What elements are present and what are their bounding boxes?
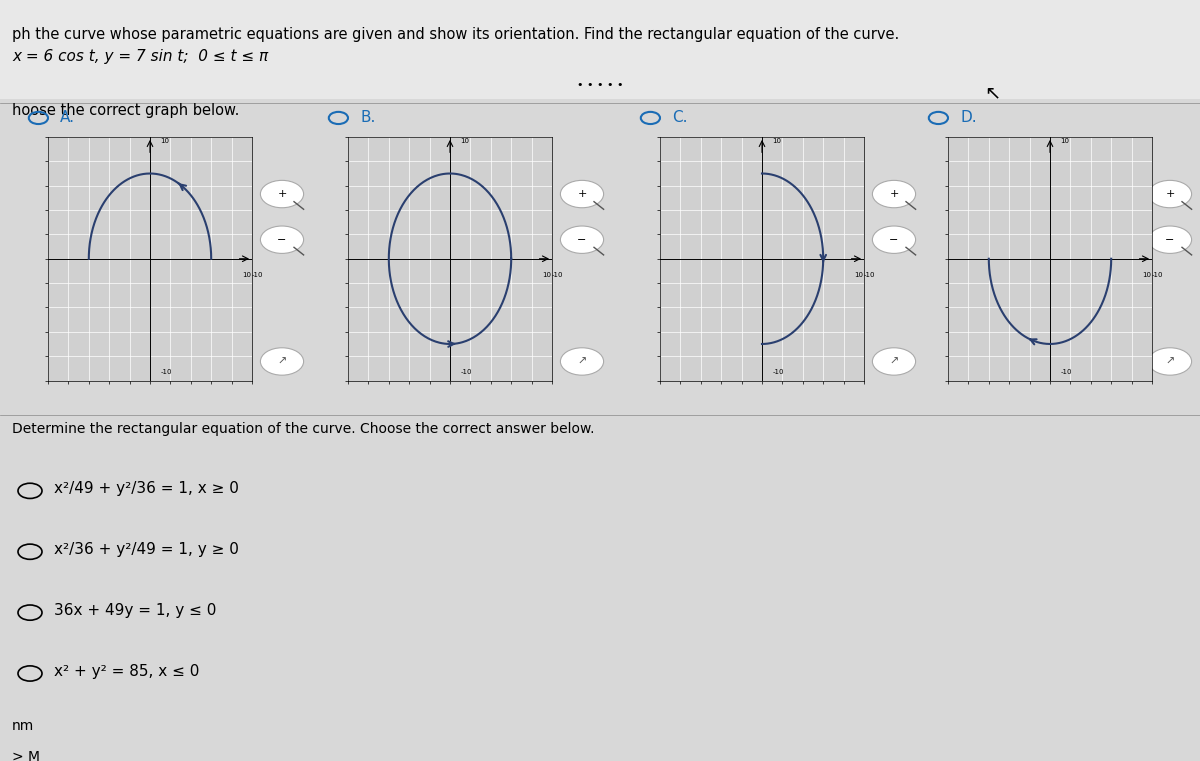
Text: C.: C. — [672, 110, 688, 126]
Text: ↗: ↗ — [577, 356, 587, 367]
Circle shape — [560, 180, 604, 208]
Text: x² + y² = 85, x ≤ 0: x² + y² = 85, x ≤ 0 — [54, 664, 199, 679]
Circle shape — [1148, 180, 1192, 208]
Circle shape — [1148, 348, 1192, 375]
Circle shape — [872, 226, 916, 253]
Circle shape — [560, 348, 604, 375]
Text: 10: 10 — [461, 138, 469, 144]
Text: 10: 10 — [1142, 272, 1152, 278]
Text: ↗: ↗ — [277, 356, 287, 367]
Text: x = 6 cos t, y = 7 sin t;  0 ≤ t ≤ π: x = 6 cos t, y = 7 sin t; 0 ≤ t ≤ π — [12, 49, 268, 65]
Text: D.: D. — [960, 110, 977, 126]
Text: -10: -10 — [161, 369, 172, 375]
Text: ↗: ↗ — [889, 356, 899, 367]
Text: −: − — [889, 234, 899, 245]
Text: -10: -10 — [551, 272, 563, 278]
Text: ↖: ↖ — [984, 84, 1001, 103]
Text: 10: 10 — [854, 272, 864, 278]
Text: +: + — [1165, 189, 1175, 199]
Text: ↗: ↗ — [1165, 356, 1175, 367]
Circle shape — [260, 348, 304, 375]
Circle shape — [260, 226, 304, 253]
Circle shape — [260, 180, 304, 208]
Text: -10: -10 — [461, 369, 472, 375]
Text: hoose the correct graph below.: hoose the correct graph below. — [12, 103, 239, 118]
Text: ph the curve whose parametric equations are given and show its orientation. Find: ph the curve whose parametric equations … — [12, 27, 899, 42]
Text: 10: 10 — [1061, 138, 1069, 144]
Text: -10: -10 — [863, 272, 875, 278]
Text: -10: -10 — [1151, 272, 1163, 278]
Text: 10: 10 — [773, 138, 781, 144]
Text: -10: -10 — [773, 369, 784, 375]
Circle shape — [1148, 226, 1192, 253]
Text: +: + — [889, 189, 899, 199]
Circle shape — [560, 226, 604, 253]
Text: 10: 10 — [242, 272, 252, 278]
Circle shape — [872, 180, 916, 208]
Text: > M: > M — [12, 750, 40, 761]
Circle shape — [872, 348, 916, 375]
Text: x²/49 + y²/36 = 1, x ≥ 0: x²/49 + y²/36 = 1, x ≥ 0 — [54, 481, 239, 496]
Text: nm: nm — [12, 719, 35, 733]
Text: -10: -10 — [1061, 369, 1072, 375]
Text: +: + — [577, 189, 587, 199]
Text: +: + — [277, 189, 287, 199]
Text: A.: A. — [60, 110, 74, 126]
Text: • • • • •: • • • • • — [577, 80, 623, 90]
Text: B.: B. — [360, 110, 376, 126]
FancyBboxPatch shape — [0, 0, 1200, 99]
Text: −: − — [577, 234, 587, 245]
Text: 10: 10 — [542, 272, 552, 278]
Text: Determine the rectangular equation of the curve. Choose the correct answer below: Determine the rectangular equation of th… — [12, 422, 594, 436]
Text: −: − — [1165, 234, 1175, 245]
Text: -10: -10 — [251, 272, 263, 278]
Text: 36x + 49y = 1, y ≤ 0: 36x + 49y = 1, y ≤ 0 — [54, 603, 216, 618]
Text: −: − — [277, 234, 287, 245]
Text: x²/36 + y²/49 = 1, y ≥ 0: x²/36 + y²/49 = 1, y ≥ 0 — [54, 542, 239, 557]
Text: 10: 10 — [161, 138, 169, 144]
